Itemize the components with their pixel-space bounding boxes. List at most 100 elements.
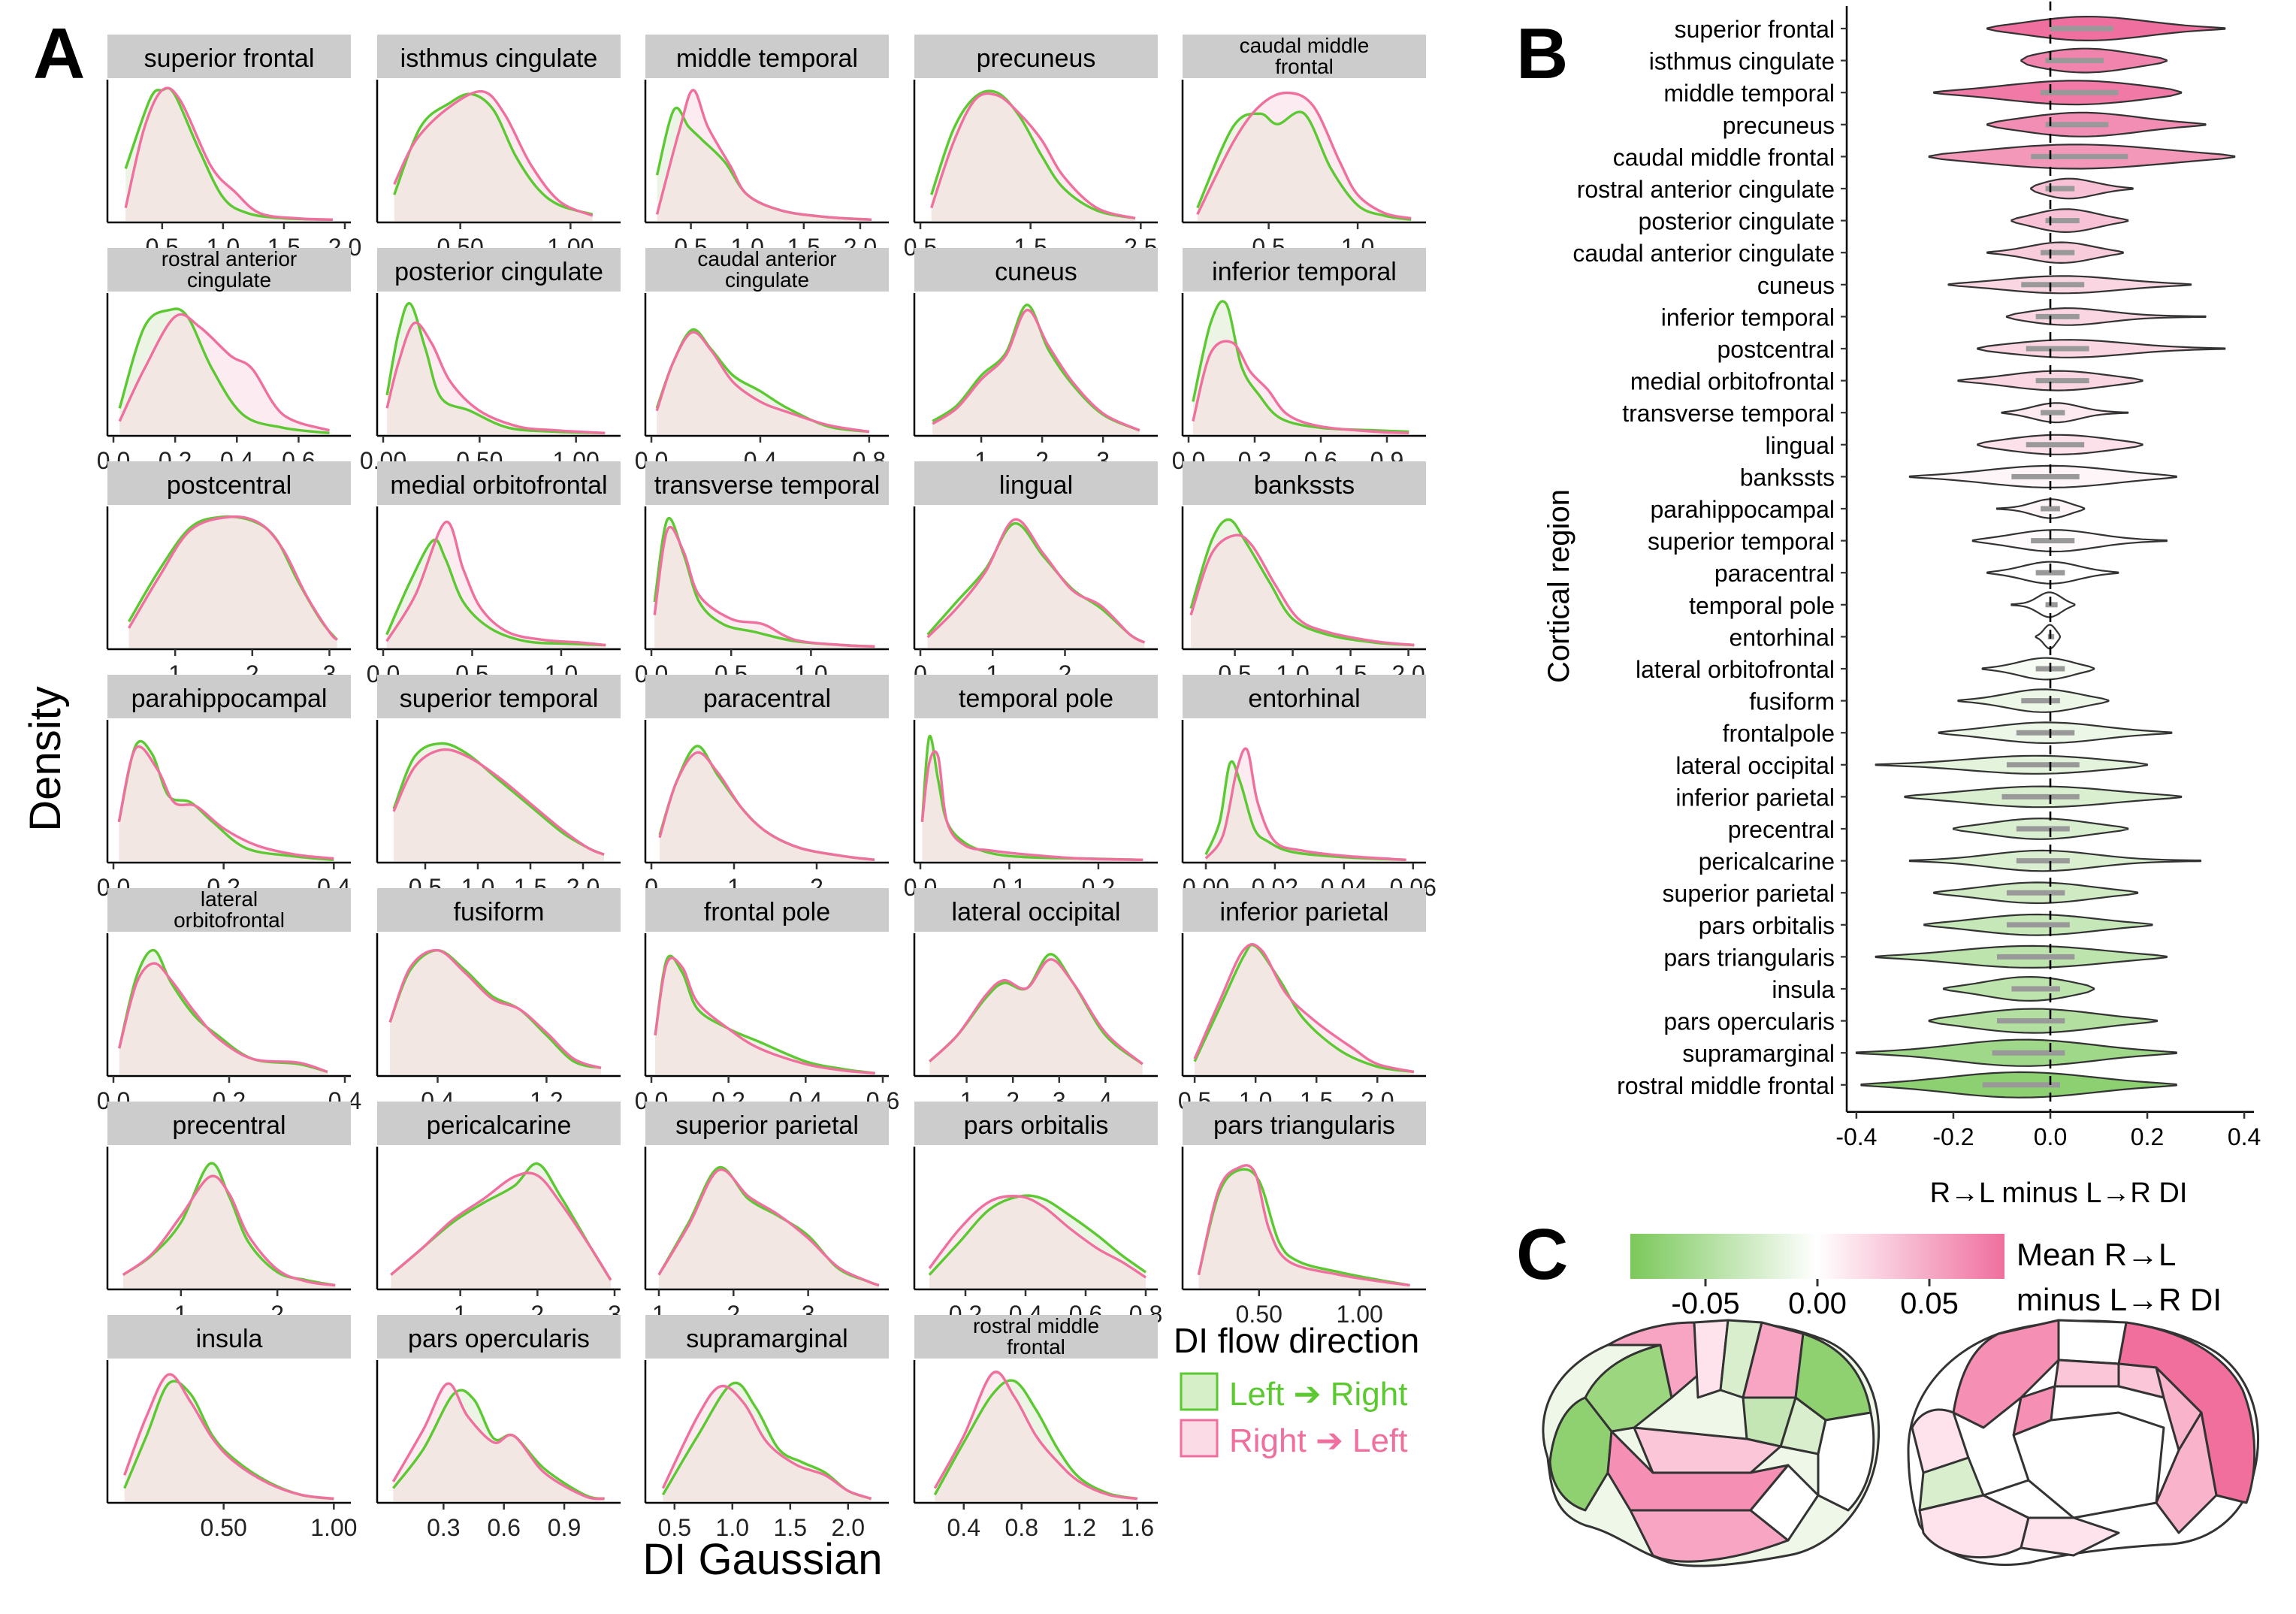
facet-supramarginal: supramarginal 0.5 1.0 1.5 2.0 <box>644 1315 889 1541</box>
violin-label: precuneus <box>1723 112 1835 139</box>
facet-title-line: lateral <box>201 887 258 911</box>
density-line-left-right <box>393 92 594 216</box>
facet-strip <box>1183 248 1426 292</box>
facet-pars-opercularis: pars opercularis 0.3 0.6 0.9 <box>376 1315 621 1541</box>
panel-label-a: A <box>33 14 85 94</box>
violin-temporal-pole: temporal pole <box>1689 591 2076 619</box>
violin-iqr <box>2006 890 2065 896</box>
density-fill-right-left <box>1192 341 1409 434</box>
x-tick-label: 1.00 <box>310 1514 357 1541</box>
violin-iqr <box>2031 538 2075 544</box>
violin-label: inferior parietal <box>1675 784 1835 811</box>
density-fill-right-left <box>660 752 875 861</box>
density-fill-right-left <box>124 1374 334 1501</box>
violin-label: superior frontal <box>1675 16 1835 43</box>
facet-strip <box>914 675 1158 718</box>
density-line-right-left <box>1204 747 1406 861</box>
density-fill-right-left <box>657 332 869 434</box>
density-fill-right-left <box>390 950 601 1074</box>
colorbar-tick-label-zero: 0.00 <box>1788 1287 1847 1320</box>
facet-strip <box>107 1102 351 1145</box>
violin-rostral-anterior-cingulate: rostral anterior cingulate <box>1577 176 2134 203</box>
facet-strip <box>645 461 889 505</box>
region-lateral-orbitofrontal <box>1817 1411 1875 1512</box>
density-line-right-left <box>1196 91 1412 220</box>
violin-label: transverse temporal <box>1622 400 1835 427</box>
legend-swatch-left-right <box>1180 1372 1219 1411</box>
violin-lateral-orbitofrontal: lateral orbitofrontal <box>1636 656 2095 683</box>
facet-title: paracentral <box>703 685 831 713</box>
panel-label-c: C <box>1516 1214 1568 1295</box>
facet-title: posterior cingulate <box>394 258 603 286</box>
density-fill-right-left <box>1197 92 1412 221</box>
density-fill-right-left <box>929 959 1143 1074</box>
density-line-left-right <box>117 739 334 861</box>
facet-strip <box>1183 675 1426 718</box>
density-fill-right-left <box>927 519 1145 648</box>
facet-title: supramarginal <box>686 1325 847 1353</box>
density-line-right-left <box>385 521 606 647</box>
x-tick-label: 0.2 <box>2131 1123 2164 1150</box>
panel-b-violins: superior frontal isthmus cingulate middle … <box>1572 2 2261 1150</box>
density-line-right-left <box>920 750 1143 861</box>
facet-strip <box>107 35 351 78</box>
density-fill-right-left <box>922 751 1143 861</box>
violin-iqr <box>2035 570 2065 576</box>
facet-title-line: rostral middle <box>973 1314 1099 1337</box>
facet-title: superior frontal <box>144 44 315 73</box>
facet-title: precuneus <box>977 44 1096 73</box>
density-line-right-left <box>1192 340 1409 434</box>
violin-iqr <box>2045 58 2104 64</box>
x-tick-label: 1.0 <box>716 1514 749 1541</box>
violin-iqr <box>2026 442 2085 448</box>
density-line-right-left <box>653 526 875 648</box>
facet-title: transverse temporal <box>654 471 880 500</box>
density-line-left-right <box>1189 518 1415 647</box>
x-tick-label: 0.50 <box>1236 1301 1282 1328</box>
violin-body <box>2030 177 2134 200</box>
violin-posterior-cingulate: posterior cingulate <box>1639 208 2129 235</box>
violin-frontalpole: frontalpole <box>1723 720 2173 747</box>
colorbar-tick-label-neg: -0.05 <box>1671 1287 1739 1320</box>
legend-swatch-right-left <box>1180 1419 1219 1458</box>
violin-body <box>1977 339 2226 358</box>
facet-title: superior temporal <box>400 685 599 713</box>
violin-label: insula <box>1772 976 1835 1003</box>
facet-strip <box>914 35 1158 78</box>
violin-label: superior parietal <box>1663 880 1835 907</box>
density-line-right-left <box>1189 533 1415 647</box>
density-line-right-left <box>657 1168 880 1287</box>
facet-title: insula <box>196 1325 263 1353</box>
violin-body <box>2005 307 2207 326</box>
violin-iqr <box>2045 218 2080 224</box>
violin-iqr <box>2006 762 2080 768</box>
facet-strip <box>1183 35 1426 78</box>
facet-title: postcentral <box>167 471 292 500</box>
violin-middle-temporal: middle temporal <box>1663 80 2183 107</box>
density-line-right-left <box>128 515 338 641</box>
facet-strip <box>914 461 1158 505</box>
x-tick-label: 0.9 <box>548 1514 581 1541</box>
violin-label: middle temporal <box>1663 80 1835 107</box>
violin-iqr <box>2031 153 2128 159</box>
x-tick-label: 0.8 <box>1005 1514 1038 1541</box>
density-fill-right-left <box>119 963 328 1074</box>
density-fill-right-left <box>119 746 334 861</box>
violin-label: fusiform <box>1749 688 1835 715</box>
density-line-right-left <box>388 948 602 1069</box>
colorbar-title-line2: minus L→R DI <box>2017 1282 2222 1317</box>
panel-c-colorbar: -0.05 0.00 0.05 Mean R→L minus L→R DI <box>1630 1234 2222 1320</box>
density-line-right-left <box>655 331 870 434</box>
violin-body <box>2035 624 2061 650</box>
violin-cuneus: cuneus <box>1757 272 2192 299</box>
violin-iqr <box>2045 186 2075 192</box>
region-medial-fusiform <box>2020 1516 2120 1557</box>
